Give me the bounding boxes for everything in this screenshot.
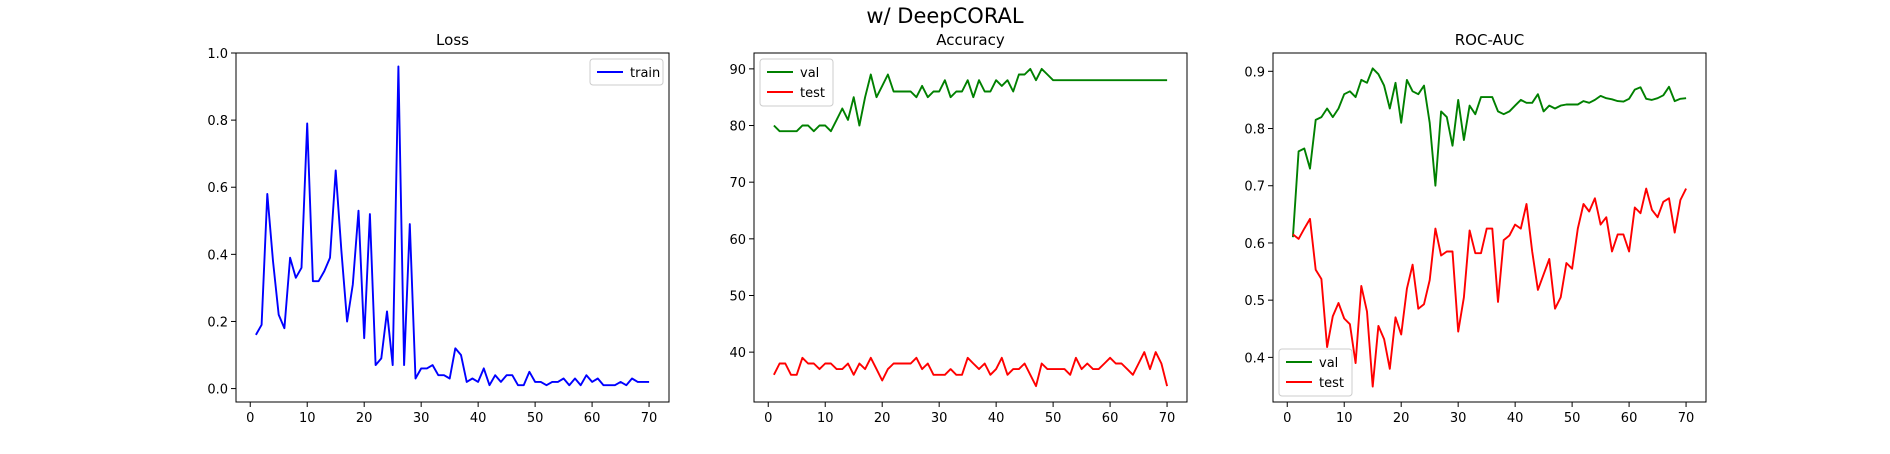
roc-auc-panel: ROC-AUC 0 10 20 30 40 50 60 70 0.4 0.5 0.6 0.7 0.8 0.9…	[1244, 31, 1707, 426]
accuracy-legend-label-test: test	[800, 86, 825, 101]
accuracy-y-tick-label: 40	[729, 346, 746, 361]
accuracy-y-tick-label: 70	[729, 176, 746, 191]
roc-auc-x-tick-label: 0	[1283, 411, 1291, 426]
loss-y-tick-label: 1.0	[207, 47, 228, 62]
accuracy-y-tick-label: 60	[729, 233, 746, 248]
accuracy-x-tick-label: 30	[931, 411, 948, 426]
roc-auc-x-tick-label: 10	[1336, 411, 1353, 426]
roc-auc-x-tick-label: 60	[1621, 411, 1638, 426]
roc-auc-legend: val test	[1278, 348, 1353, 397]
accuracy-series-test-line	[773, 351, 1169, 388]
loss-legend-box	[589, 58, 664, 86]
loss-y-tick-label: 0.2	[207, 315, 228, 330]
loss-x-tick-label: 60	[584, 411, 601, 426]
roc-auc-y-tick-label: 0.6	[1244, 237, 1265, 252]
loss-title: Loss	[436, 31, 469, 49]
accuracy-x-tick-label: 70	[1159, 411, 1176, 426]
loss-series-train-line	[255, 65, 650, 387]
roc-auc-y-tick-label: 0.5	[1244, 294, 1265, 309]
loss-panel: Loss 0 10 20 30 40 50 60 70 0.0 0.2 0.4 0.6 0.8 1.0 tra…	[207, 31, 670, 426]
loss-x-tick-label: 20	[356, 411, 373, 426]
accuracy-title: Accuracy	[936, 31, 1005, 49]
loss-y-tick-label: 0.6	[207, 181, 228, 196]
loss-x-tick-label: 10	[299, 411, 316, 426]
accuracy-x-tick-label: 10	[817, 411, 834, 426]
accuracy-x-tick-label: 40	[988, 411, 1005, 426]
accuracy-y-tick-label: 50	[729, 289, 746, 304]
accuracy-x-tick-label: 60	[1102, 411, 1119, 426]
roc-auc-title: ROC-AUC	[1455, 31, 1525, 49]
accuracy-x-tick-label: 20	[874, 411, 891, 426]
loss-x-tick-label: 30	[413, 411, 430, 426]
accuracy-legend-box	[759, 58, 834, 107]
loss-y-tick-label: 0.0	[207, 383, 228, 398]
loss-y-tick-label: 0.8	[207, 114, 228, 129]
roc-auc-legend-label-val: val	[1319, 356, 1338, 371]
loss-x-tick-label: 40	[470, 411, 487, 426]
accuracy-axes-frame	[753, 52, 1188, 403]
roc-auc-axes-frame	[1272, 52, 1707, 403]
roc-auc-legend-label-test: test	[1319, 376, 1344, 391]
loss-y-tick-label: 0.4	[207, 248, 228, 263]
roc-auc-y-tick-label: 0.7	[1244, 180, 1265, 195]
loss-legend-label-train: train	[630, 66, 660, 81]
loss-x-tick-label: 0	[246, 411, 254, 426]
accuracy-panel: Accuracy 0 10 20 30 40 50 60 70 40 50 60 70 80 90 val te…	[729, 31, 1188, 426]
accuracy-legend-label-val: val	[800, 66, 819, 81]
roc-auc-x-tick-label: 70	[1678, 411, 1695, 426]
roc-auc-series-test-line	[1292, 187, 1687, 388]
roc-auc-legend-box	[1278, 348, 1353, 397]
loss-x-tick-label: 50	[527, 411, 544, 426]
roc-auc-y-tick-label: 0.8	[1244, 123, 1265, 138]
roc-auc-x-tick-label: 50	[1564, 411, 1581, 426]
loss-axes-frame	[235, 52, 670, 403]
roc-auc-x-tick-label: 40	[1507, 411, 1524, 426]
accuracy-series-val-line	[773, 67, 1168, 133]
accuracy-y-tick-label: 90	[729, 63, 746, 78]
roc-auc-series-val-line	[1291, 67, 1687, 238]
roc-auc-x-tick-label: 30	[1450, 411, 1467, 426]
accuracy-x-tick-label: 0	[764, 411, 772, 426]
accuracy-x-tick-label: 50	[1045, 411, 1062, 426]
roc-auc-x-tick-label: 20	[1393, 411, 1410, 426]
roc-auc-y-tick-label: 0.4	[1244, 351, 1265, 366]
loss-x-tick-label: 70	[641, 411, 658, 426]
figure-suptitle: w/ DeepCORAL	[866, 4, 1024, 28]
roc-auc-y-tick-label: 0.9	[1244, 65, 1265, 80]
loss-legend: train	[589, 58, 664, 86]
accuracy-legend: val test	[759, 58, 834, 107]
accuracy-y-tick-label: 80	[729, 120, 746, 135]
